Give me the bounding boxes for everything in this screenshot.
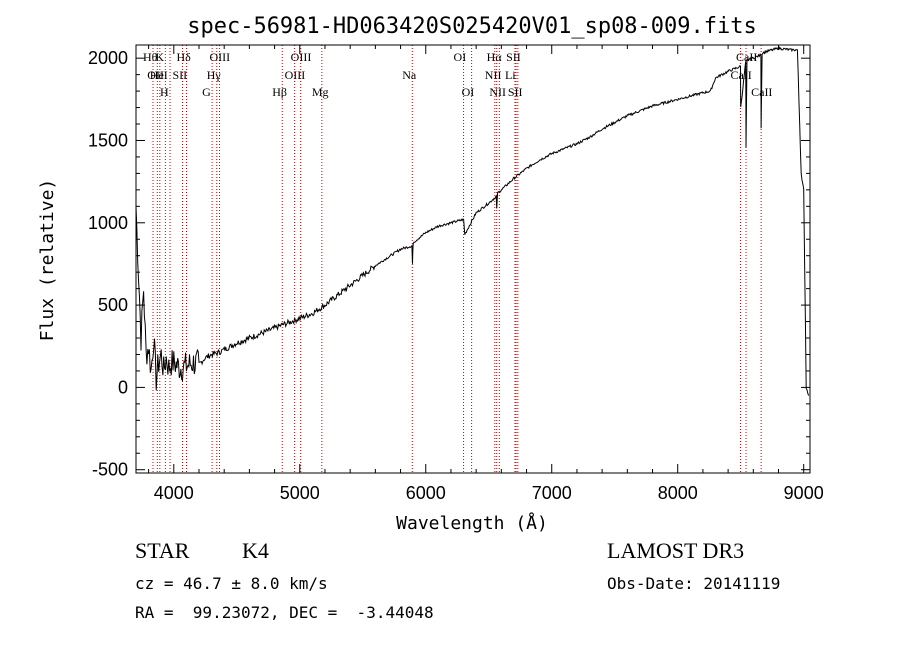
spectral-line-label: OIII bbox=[285, 68, 306, 82]
spectral-line-label: OIII bbox=[210, 50, 231, 64]
spectral-line-label: OII bbox=[147, 68, 164, 82]
spectral-line-label: OI bbox=[462, 85, 475, 99]
spectral-line-label: HeI bbox=[150, 68, 168, 82]
spectral-line-label: G bbox=[202, 85, 211, 99]
x-tick-label: 5000 bbox=[280, 483, 320, 503]
spectral-line-label: Hδ bbox=[177, 50, 192, 64]
spectral-line-label: SII bbox=[172, 68, 187, 82]
spectral-line-label: SII bbox=[506, 50, 521, 64]
x-tick-label: 8000 bbox=[658, 483, 698, 503]
y-tick-label: 2000 bbox=[88, 48, 128, 68]
spectral-line-label: OI bbox=[454, 50, 467, 64]
x-tick-label: 6000 bbox=[406, 483, 446, 503]
x-tick-label: 4000 bbox=[154, 483, 194, 503]
spectral-line-label: NII bbox=[489, 85, 506, 99]
spectral-line-label: CaII bbox=[730, 68, 751, 82]
spectral-line-label: Hθ bbox=[143, 50, 158, 64]
spectral-line-label: Mg bbox=[312, 85, 329, 99]
spectral-line-label: Hα bbox=[487, 50, 503, 64]
y-tick-label: 1000 bbox=[88, 213, 128, 233]
y-axis-label: Flux (relative) bbox=[37, 179, 58, 342]
x-axis-label: Wavelength (Å) bbox=[396, 512, 548, 534]
observation-date: Obs-Date: 20141119 bbox=[607, 574, 781, 593]
spectral-line-label: H bbox=[160, 85, 169, 99]
spectral-lines-layer bbox=[152, 45, 762, 473]
x-tick-label: 9000 bbox=[784, 483, 824, 503]
spectral-line-label: NII bbox=[485, 68, 502, 82]
y-tick-label: 500 bbox=[98, 295, 128, 315]
spectral-subclass: K4 bbox=[242, 538, 269, 563]
axis-ticks: 4000 5000 6000 7000 8000 9000 -500 0 500 1000 1500… bbox=[88, 45, 824, 503]
spectral-line-label: CaII bbox=[736, 50, 757, 64]
redshift-readout: cz = 46.7 ± 8.0 km/s bbox=[135, 574, 328, 593]
axes-frame bbox=[135, 44, 811, 474]
spectral-line-label: K bbox=[155, 50, 164, 64]
spectral-line-label: Li bbox=[505, 68, 516, 82]
y-tick-label: 0 bbox=[118, 377, 128, 397]
spectral-line-label: Hγ bbox=[207, 68, 222, 82]
x-tick-label: 7000 bbox=[532, 483, 572, 503]
object-class: STAR bbox=[135, 538, 190, 563]
spectral-line-label: Na bbox=[402, 68, 417, 82]
spectral-line-label: OIII bbox=[291, 50, 312, 64]
spectral-line-label: Hβ bbox=[272, 85, 287, 99]
coordinates-readout: RA = 99.23072, DEC = -3.44048 bbox=[135, 603, 434, 622]
y-tick-label: 1500 bbox=[88, 130, 128, 150]
spectrum-series-line bbox=[135, 45, 810, 396]
chart-title: spec-56981-HD063420S025420V01_sp08-009.f… bbox=[187, 14, 757, 39]
spectral-line-labels: HθOIIHeIKHSIIHδGHγOIIIHβOIIIOIIIMgNaOIOI… bbox=[143, 50, 772, 99]
spectral-line-label: SII bbox=[508, 85, 523, 99]
survey-name: LAMOST DR3 bbox=[607, 538, 745, 563]
y-tick-label: -500 bbox=[92, 460, 128, 480]
